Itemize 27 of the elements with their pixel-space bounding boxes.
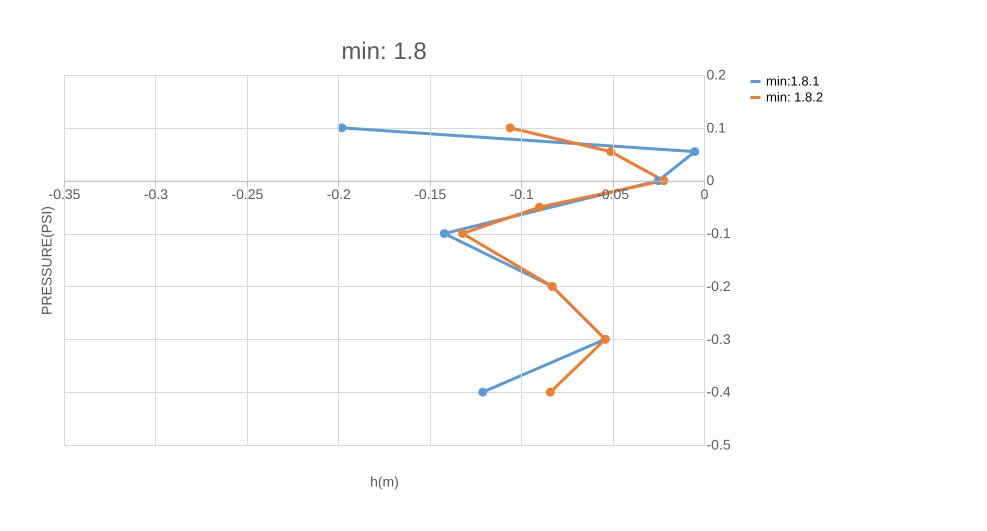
x-tick-label: -0.3 <box>144 186 168 202</box>
legend-label: min: 1.8.2 <box>766 90 824 104</box>
y-tick-label: 0 <box>706 172 714 188</box>
y-axis-title: PRESSURE(PSI) <box>38 206 54 315</box>
y-tick-label: -0.5 <box>706 436 731 452</box>
y-tick-label: -0.3 <box>706 330 731 347</box>
x-tick-label: -0.25 <box>231 186 264 202</box>
point <box>337 123 346 132</box>
legend-label: min:1.8.1 <box>766 74 820 88</box>
y-tick-label: -0.2 <box>706 278 731 294</box>
point <box>458 229 468 238</box>
y-tick-label: -0.1 <box>706 225 731 242</box>
point <box>478 388 488 397</box>
x-tick-label: -0.15 <box>414 186 446 202</box>
point <box>690 147 700 156</box>
y-tick-label: -0.4 <box>706 384 731 400</box>
chart-title: min: 1.8 <box>341 38 427 65</box>
x-tick-label: -0.1 <box>510 186 534 202</box>
x-tick-label: -0.2 <box>326 186 352 202</box>
point <box>546 388 555 397</box>
y-tick-label: 0.2 <box>706 66 726 82</box>
point <box>440 229 449 238</box>
y-tick-label: 0.1 <box>706 119 726 136</box>
point <box>534 202 544 212</box>
point <box>506 123 515 132</box>
x-tick-label: -0.35 <box>48 186 81 202</box>
x-axis-title: h(m) <box>370 474 399 490</box>
